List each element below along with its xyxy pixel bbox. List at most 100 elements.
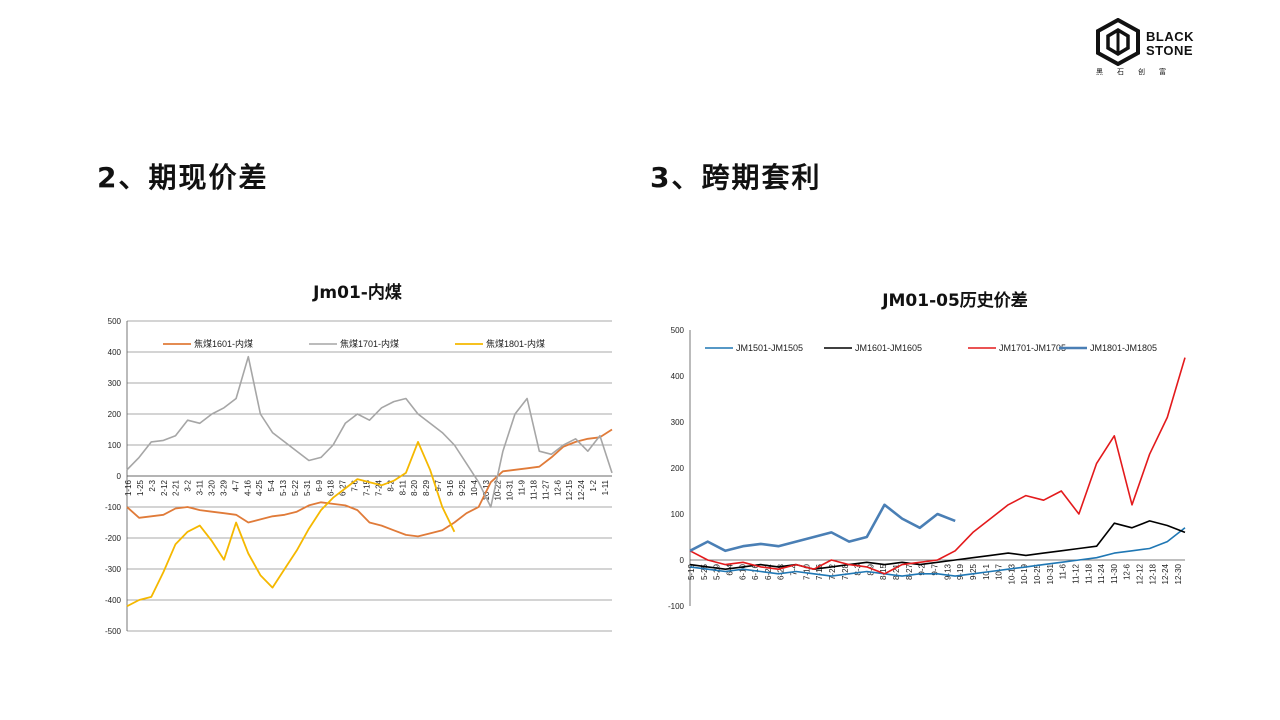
chart-title: JM01-05历史价差 — [882, 291, 1028, 311]
x-tick-label: 5-13 — [279, 479, 288, 496]
y-tick-label: 400 — [108, 348, 122, 357]
x-tick-label: 7-10 — [802, 563, 811, 580]
x-tick-label: 3-29 — [219, 479, 228, 496]
y-tick-label: -200 — [105, 534, 122, 543]
series-line — [689, 357, 1186, 575]
chart-svg: 500 400 300 200 100 0 -100 -200 -300 -400 -500 1-16… — [105, 317, 613, 636]
x-tick-label: 3-2 — [184, 479, 193, 491]
x-tick-label: 9-25 — [969, 563, 978, 580]
y-tick-label: 100 — [671, 510, 685, 519]
y-tick-label: 300 — [108, 379, 122, 388]
x-tick-label: 10-7 — [995, 563, 1004, 580]
x-tick-label: 10-19 — [1020, 563, 1029, 584]
section-title-right: 3、跨期套利 — [650, 161, 822, 194]
section-title-left: 2、期现价差 — [97, 161, 269, 194]
series-line — [689, 527, 1186, 577]
x-tick-label: 9-7 — [434, 479, 443, 491]
x-tick-label: 12-18 — [1148, 563, 1157, 584]
x-tick-label: 11-6 — [1059, 563, 1068, 579]
chart-svg: 500 400 300 200 100 0 -100 5-19 5-25 5-29 6-4 6-10 6… — [668, 326, 1186, 611]
x-tick-label: 8-9 — [866, 563, 875, 575]
x-tick-label: 5-19 — [687, 563, 696, 580]
y-tick-label: 200 — [108, 410, 122, 419]
y-tick-label: 500 — [108, 317, 122, 326]
x-tick-label: 5-31 — [303, 479, 312, 496]
x-tick-label: 8-2 — [386, 479, 395, 491]
x-tick-label: 6-27 — [339, 479, 348, 496]
x-tick-label: 7-15 — [363, 479, 372, 496]
x-tick-label: 7-24 — [374, 479, 383, 496]
legend-label: JM1601-JM1605 — [855, 343, 922, 353]
x-tick-label: 4-7 — [231, 479, 240, 491]
x-tick-label: 4-16 — [243, 479, 252, 496]
y-tick-label: -300 — [105, 565, 122, 574]
series-line — [126, 428, 613, 538]
black-stone-logo-icon — [1096, 17, 1140, 67]
x-tick-label: 11-18 — [1084, 563, 1093, 583]
x-tick-label: 11-9 — [518, 479, 527, 495]
brand-sub: 黑石创富 — [1096, 69, 1180, 76]
x-tick-label: 3-11 — [196, 479, 205, 495]
y-tick-label: -500 — [105, 627, 122, 636]
x-tick-label: 9-13 — [943, 563, 952, 580]
y-tick-label: 400 — [671, 372, 685, 381]
x-tick-label: 8-20 — [410, 479, 419, 496]
legend-label: JM1701-JM1705 — [999, 343, 1066, 353]
x-tick-label: 10-25 — [1033, 563, 1042, 584]
brand-line2: STONE — [1146, 43, 1194, 58]
legend-label: JM1801-JM1805 — [1090, 343, 1157, 353]
x-tick-label: 12-12 — [1136, 563, 1145, 584]
x-tick-label: 6-28 — [777, 563, 786, 580]
y-tick-label: -100 — [105, 503, 122, 512]
x-tick-label: 7-28 — [841, 563, 850, 580]
brand-line1: BLACK — [1146, 29, 1194, 44]
x-tick-label: 9-19 — [956, 563, 965, 580]
x-tick-label: 8-15 — [879, 563, 888, 580]
y-tick-label: 200 — [671, 464, 685, 473]
x-tick-label: 12-6 — [1123, 563, 1132, 580]
x-tick-label: 7-16 — [815, 563, 824, 580]
x-tick-label: 12-24 — [577, 479, 586, 500]
x-tick-label: 9-2 — [918, 563, 927, 575]
x-tick-label: 1-25 — [136, 479, 145, 496]
legend-label: JM1501-JM1505 — [736, 343, 803, 353]
legend-label: 焦煤1801-内煤 — [486, 338, 545, 349]
x-tick-label: 6-16 — [751, 563, 760, 580]
x-tick-label: 8-3 — [854, 563, 863, 575]
x-tick-label: 10-31 — [1046, 563, 1055, 584]
x-tick-label: 11-12 — [1071, 563, 1080, 583]
x-tick-label: 10-31 — [506, 479, 515, 500]
series-line — [689, 520, 1186, 570]
x-tick-label: 5-22 — [291, 479, 300, 496]
x-tick-label: 2-3 — [148, 479, 157, 491]
brand-logo: BLACK STONE 黑石创富 — [1094, 17, 1214, 78]
y-tick-label: 500 — [671, 326, 685, 335]
x-tick-label: 1-16 — [124, 479, 133, 496]
legend-label: 焦煤1601-内煤 — [194, 338, 253, 349]
brand-name: BLACK STONE — [1146, 30, 1194, 58]
y-tick-label: -100 — [668, 602, 685, 611]
x-tick-label: 8-21 — [892, 563, 901, 580]
y-tick-label: 0 — [117, 472, 122, 481]
x-tick-label: 5-29 — [713, 563, 722, 580]
x-tick-label: 12-30 — [1174, 563, 1183, 584]
x-tick-label: 10-22 — [494, 479, 503, 500]
x-tick-label: 5-25 — [700, 563, 709, 580]
chart-jm01-05-spread: JM01-05历史价差 500 400 300 200 100 0 -100 5-19 5-25… — [650, 278, 1190, 628]
x-tick-label: 6-9 — [315, 479, 324, 491]
x-tick-label: 9-25 — [458, 479, 467, 496]
x-tick-label: 1-11 — [601, 479, 610, 495]
x-tick-label: 9-7 — [931, 563, 940, 575]
x-tick-label: 12-15 — [565, 479, 574, 500]
x-tick-label: 11-30 — [1110, 563, 1119, 583]
chart-title: Jm01-内煤 — [313, 283, 402, 303]
series-line — [689, 503, 956, 553]
y-tick-label: -400 — [105, 596, 122, 605]
x-tick-label: 7-6 — [351, 479, 360, 491]
series-line — [126, 441, 456, 608]
x-tick-label: 6-18 — [327, 479, 336, 496]
y-tick-label: 0 — [680, 556, 685, 565]
x-tick-label: 12-6 — [553, 479, 562, 496]
x-tick-label: 8-27 — [905, 563, 914, 580]
series-line — [126, 355, 613, 508]
